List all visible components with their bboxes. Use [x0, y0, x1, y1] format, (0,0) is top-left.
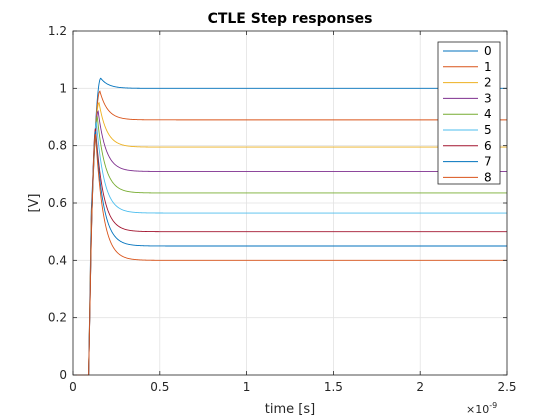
y-tick-label: 0.2 — [48, 311, 67, 325]
x-exponent-multiplier: ×10-9 — [466, 401, 497, 416]
y-axis-label: [V] — [27, 193, 42, 212]
y-tick-labels: 0 0.2 0.4 0.6 0.8 1 1.2 — [48, 24, 67, 382]
legend-label-5: 5 — [484, 123, 492, 137]
legend-label-4: 4 — [484, 107, 492, 121]
y-tick-label: 0.6 — [48, 196, 67, 210]
y-tick-label: 0 — [59, 368, 67, 382]
x-tick-label: 2.5 — [497, 380, 516, 394]
x-tick-label: 0.5 — [150, 380, 169, 394]
legend-box — [437, 41, 501, 185]
series-line-7 — [73, 131, 507, 376]
x-tick-label: 0 — [69, 380, 77, 394]
y-tick-label: 1 — [59, 81, 67, 95]
series-line-2 — [73, 101, 507, 376]
x-exponent-base: ×10 — [466, 403, 489, 416]
y-tick-label: 0.8 — [48, 139, 67, 153]
chart-title: CTLE Step responses — [208, 11, 373, 27]
series-line-5 — [73, 120, 507, 376]
legend-label-8: 8 — [484, 170, 492, 184]
x-tick-label: 1.5 — [324, 380, 343, 394]
y-tick-label: 1.2 — [48, 24, 67, 38]
series-lines — [73, 77, 507, 376]
series-line-6 — [73, 128, 507, 376]
x-tick-label: 2 — [416, 380, 424, 394]
series-line-3 — [73, 110, 507, 376]
series-line-0 — [73, 77, 507, 376]
legend-label-3: 3 — [484, 91, 492, 105]
x-axis-label: time [s] — [265, 402, 315, 417]
x-exponent-power: -9 — [489, 401, 497, 410]
tick-marks — [72, 30, 508, 376]
series-line-1 — [73, 90, 507, 376]
series-line-4 — [73, 115, 507, 376]
legend-label-0: 0 — [484, 44, 492, 58]
legend-label-6: 6 — [484, 139, 492, 153]
x-tick-label: 1 — [243, 380, 251, 394]
legend-label-2: 2 — [484, 76, 492, 90]
y-tick-label: 0.4 — [48, 253, 67, 267]
legend-label-7: 7 — [484, 155, 492, 169]
legend-label-1: 1 — [484, 60, 492, 74]
x-tick-labels: 0 0.5 1 1.5 2 2.5 — [69, 380, 516, 394]
series-line-8 — [73, 134, 507, 376]
